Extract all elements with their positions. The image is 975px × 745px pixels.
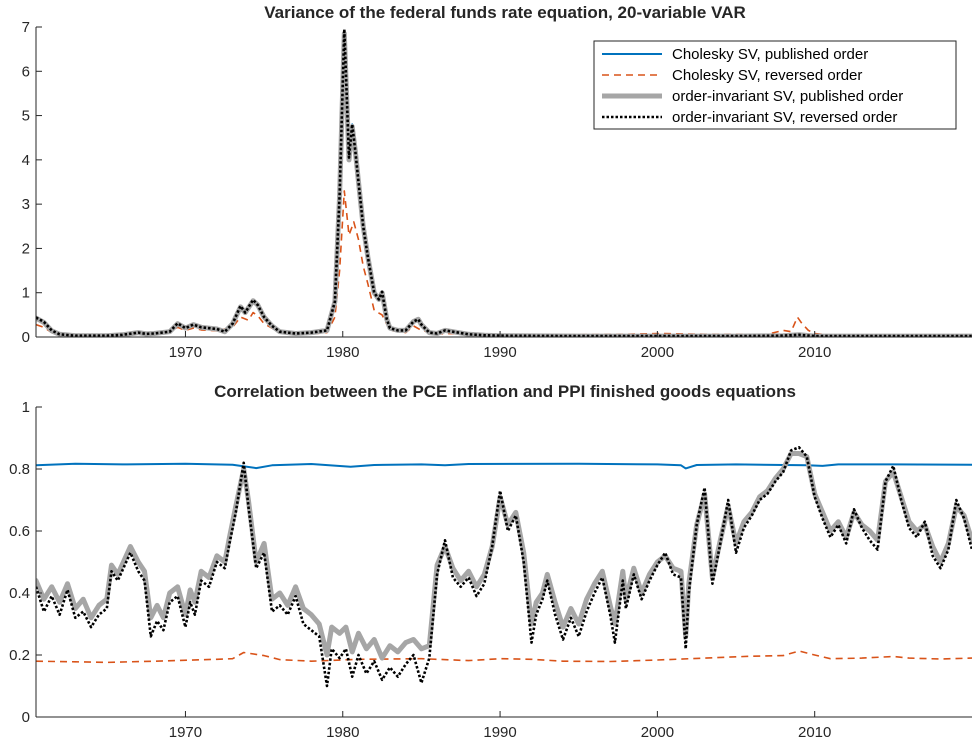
legend-entry-label: order-invariant SV, published order [672, 88, 903, 105]
y-tick-label: 5 [22, 108, 30, 125]
series-lines [36, 446, 972, 688]
y-tick-label: 0.2 [9, 647, 30, 664]
chart-title: Variance of the federal funds rate equat… [264, 3, 746, 22]
y-tick-label: 0.4 [9, 585, 30, 602]
y-tick-label: 1 [22, 399, 30, 416]
y-tick-label: 7 [22, 19, 30, 36]
y-tick-label: 1 [22, 285, 30, 302]
y-tick-label: 0.6 [9, 523, 30, 540]
x-tick-label: 2010 [798, 724, 831, 741]
y-tick-label: 0 [22, 709, 30, 726]
x-tick-label: 1990 [483, 344, 516, 361]
chart-title: Correlation between the PCE inflation an… [214, 382, 796, 401]
x-tick-label: 1970 [169, 724, 202, 741]
axes: 1970 1980 1990 2000 2010 0 0.2 0.4 0.6 0.8 1 [9, 399, 972, 741]
x-tick-label: 1970 [169, 344, 202, 361]
y-tick-label: 0.8 [9, 461, 30, 478]
panel-pce-ppi-correlation: Correlation between the PCE inflation an… [9, 382, 972, 741]
x-tick-label: 1990 [483, 724, 516, 741]
y-tick-label: 4 [22, 152, 30, 169]
series-line-4 [36, 446, 972, 688]
x-tick-label: 2000 [641, 724, 674, 741]
y-tick-label: 3 [22, 196, 30, 213]
panel-ffr-variance: Variance of the federal funds rate equat… [22, 3, 972, 361]
x-tick-label: 1980 [326, 344, 359, 361]
y-tick-label: 0 [22, 329, 30, 346]
series-line-2 [36, 190, 972, 337]
y-tick-label: 2 [22, 240, 30, 257]
legend-entry-label: order-invariant SV, reversed order [672, 109, 897, 126]
series-line-4 [36, 27, 972, 337]
legend-entry-label: Cholesky SV, published order [672, 46, 868, 63]
x-tick-label: 1980 [326, 724, 359, 741]
series-line-2 [36, 650, 972, 664]
legend-box [593, 40, 957, 130]
y-tick-label: 6 [22, 63, 30, 80]
x-tick-label: 2010 [798, 344, 831, 361]
x-tick-label: 2000 [641, 344, 674, 361]
series-lines [36, 27, 972, 337]
axes: 1970 1980 1990 2000 2010 0 1 2 3 4 5 6 7 [22, 19, 972, 361]
legend-entry-label: Cholesky SV, reversed order [672, 67, 862, 84]
legend: Cholesky SV, published order Cholesky SV,… [593, 40, 957, 130]
